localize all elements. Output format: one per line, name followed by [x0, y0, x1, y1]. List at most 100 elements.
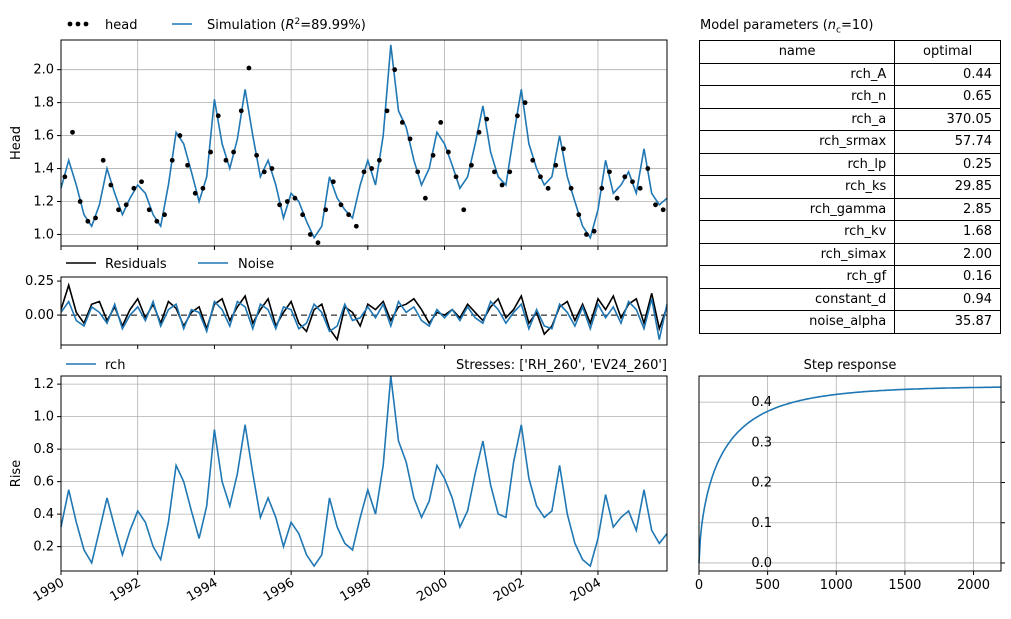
- head-axes: [60, 39, 668, 247]
- param-value: 2.85: [894, 197, 1001, 221]
- stresses-title: Stresses: ['RH_260', 'EV24_260']: [456, 358, 667, 373]
- x-tick-label: 500: [755, 578, 780, 593]
- step-response-title: Step response: [804, 358, 897, 373]
- param-name: rch_srmax: [698, 130, 896, 154]
- head-point: [100, 157, 106, 163]
- head-point: [346, 212, 352, 218]
- head-point: [323, 207, 329, 213]
- param-name: rch_lp: [698, 152, 896, 176]
- head-point: [468, 162, 474, 168]
- head-point: [177, 133, 183, 138]
- head-point: [545, 185, 551, 191]
- x-tick-label: 2002: [491, 575, 527, 605]
- head-point: [292, 195, 298, 201]
- head-point: [438, 120, 444, 125]
- head-point: [430, 152, 436, 158]
- head-point: [369, 166, 375, 171]
- head-point: [353, 223, 359, 229]
- head-point: [576, 212, 582, 218]
- y-tick-label: 0.0: [751, 556, 772, 571]
- legend-head-label: head: [105, 18, 137, 33]
- head-point: [407, 136, 413, 142]
- simulation-line: [60, 44, 668, 240]
- head-point: [507, 169, 513, 175]
- param-name: rch_ks: [698, 175, 896, 199]
- head-point: [499, 182, 505, 188]
- y-tick-label: 2.0: [33, 63, 54, 78]
- param-row: rch_a 370.05: [698, 107, 1001, 131]
- param-row: constant_d 0.94: [698, 287, 1001, 311]
- param-value: 0.16: [894, 265, 1001, 289]
- y-tick-label: 0.25: [25, 274, 54, 289]
- head-point: [116, 207, 121, 213]
- noise-line: [60, 298, 668, 340]
- head-point: [645, 166, 651, 171]
- y-tick-label: 0.2: [751, 476, 772, 491]
- param-row: noise_alpha 35.87: [698, 310, 1001, 334]
- head-point: [169, 157, 175, 163]
- y-tick-label: 1.4: [33, 162, 54, 177]
- x-tick-label: 1500: [888, 578, 921, 593]
- y-tick-label: 0.3: [751, 435, 772, 450]
- head-point: [561, 146, 566, 152]
- head-point: [93, 215, 98, 221]
- head-point: [277, 202, 283, 208]
- param-name: noise_alpha: [698, 310, 896, 334]
- x-tick-label: 1996: [261, 575, 297, 605]
- head-point: [461, 207, 467, 213]
- head-point: [653, 202, 658, 208]
- legend-residuals-label: Residuals: [105, 257, 167, 272]
- head-point: [146, 207, 152, 213]
- head-point: [376, 157, 382, 163]
- y-tick-label: 0.1: [751, 516, 772, 531]
- param-name: rch_a: [698, 107, 896, 131]
- head-point: [85, 218, 91, 224]
- head-point: [591, 228, 597, 234]
- x-tick-label: 1994: [184, 575, 220, 605]
- head-point: [607, 169, 612, 175]
- head-point: [307, 232, 313, 237]
- param-value: 0.25: [894, 152, 1001, 176]
- head-point: [139, 179, 144, 185]
- head-point: [131, 185, 137, 191]
- legend-noise-label: Noise: [238, 257, 274, 272]
- head-point: [660, 207, 666, 213]
- x-tick-label: 1000: [820, 578, 853, 593]
- param-value: 1.68: [894, 220, 1001, 244]
- head-point: [492, 169, 497, 175]
- x-tick-label: 2000: [414, 575, 450, 605]
- param-value: 29.85: [894, 175, 1001, 199]
- head-point: [238, 108, 244, 114]
- param-value: 35.87: [894, 310, 1001, 334]
- head-point: [476, 129, 482, 135]
- head-point: [162, 212, 167, 218]
- legend-simulation-label: Simulation (R2=89.99%): [207, 17, 366, 33]
- x-tick-label: 2000: [957, 578, 990, 593]
- params-header-name: name: [698, 40, 896, 64]
- param-name: constant_d: [698, 287, 896, 311]
- y-tick-label: 1.2: [33, 195, 54, 210]
- head-point: [415, 169, 421, 175]
- param-name: rch_gf: [698, 265, 896, 289]
- x-tick-label: 1990: [31, 575, 67, 605]
- step-response-line: [698, 386, 1001, 564]
- head-point: [123, 202, 129, 208]
- legend-head-marker: [67, 21, 73, 27]
- head-point: [538, 174, 543, 180]
- head-point: [422, 195, 428, 201]
- param-row: rch_srmax 57.74: [698, 130, 1001, 154]
- rise-axes: [60, 375, 668, 572]
- param-row: rch_ks 29.85: [698, 175, 1001, 199]
- param-name: rch_gamma: [698, 197, 896, 221]
- param-name: rch_simax: [698, 242, 896, 266]
- head-point: [568, 185, 574, 191]
- residuals-line: [60, 282, 668, 342]
- head-point: [231, 149, 236, 155]
- param-value: 57.74: [894, 130, 1001, 154]
- residuals-axes: [60, 276, 668, 346]
- params-table: name optimal rch_A 0.44 rch_n 0.65 rch_a 370.…: [698, 40, 1001, 334]
- y-tick-label: 1.0: [33, 227, 54, 242]
- head-point: [215, 113, 221, 119]
- param-name: rch_n: [698, 85, 896, 109]
